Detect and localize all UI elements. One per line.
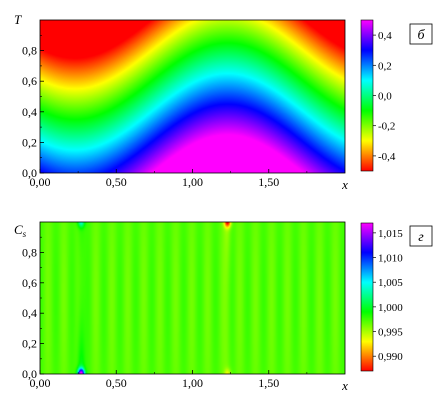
colorbar-tick-label-concentration: 0,990	[378, 351, 403, 363]
x-tick-label-concentration: 0,00	[30, 376, 51, 390]
x-tick-label-temperature: 0,00	[30, 175, 51, 189]
y-tick-label-temperature: 0,2	[22, 135, 37, 149]
axes-concentration: 0,00 0,50 1,00 1,50 0,0 0,2 0,4 0,6 0,8	[22, 236, 308, 390]
axes-temperature: 0,00 0,50 1,00 1,50 0,0 0,2 0,4 0,6 0,8	[22, 34, 308, 189]
colorbar-tick-label-concentration: 1,005	[378, 277, 403, 289]
colorbar-tick-label-temperature: 0,2	[378, 60, 392, 72]
xlabel-concentration: x	[341, 378, 348, 393]
colorbar-tick-label-concentration: 1,010	[378, 253, 403, 265]
colorbar-ticks-temperature: 0,4 0,2 0,0 -0,2 -0,4	[373, 30, 396, 163]
colorbar-ticks-concentration: 1,015 1,010 1,005 1,000 0,995 0,990	[373, 228, 403, 363]
x-tick-label-concentration: 0,50	[106, 376, 127, 390]
colorbar-tick-label-temperature: -0,4	[378, 151, 396, 163]
colorbar-temperature	[361, 20, 373, 171]
y-tick-label-concentration: 0,2	[22, 337, 37, 351]
y-tick-label-concentration: 0,4	[22, 306, 37, 320]
colorbar-tick-label-concentration: 0,995	[378, 327, 403, 339]
heatmap-temperature	[40, 20, 345, 173]
colorbar-tick-label-concentration: 1,000	[378, 302, 403, 314]
ylabel-concentration: Cs	[14, 222, 27, 239]
y-tick-label-temperature: 0,6	[22, 74, 37, 88]
panel-temperature: 0,00 0,50 1,00 1,500,00,20,40,60,8 T x 0,40…	[14, 12, 433, 192]
y-tick-label-temperature: 0,8	[22, 44, 37, 58]
colorbar-tick-label-temperature: -0,2	[378, 121, 395, 133]
colorbar-tick-label-concentration: 1,015	[378, 228, 403, 240]
xlabel-temperature: x	[341, 177, 348, 192]
colorbar-tick-label-temperature: 0,4	[378, 30, 392, 42]
ylabel-temperature: T	[14, 12, 22, 27]
panel-label-box-concentration	[409, 225, 433, 247]
y-tick-label-temperature: 0,0	[22, 166, 37, 180]
x-tick-label-temperature: 1,50	[258, 175, 279, 189]
y-tick-label-temperature: 0,4	[22, 105, 37, 119]
panel-label-temperature: б	[417, 28, 425, 43]
colorbar-concentration	[361, 223, 373, 371]
x-tick-label-concentration: 1,00	[182, 376, 203, 390]
panel-label-box-temperature	[409, 23, 433, 45]
x-tick-label-temperature: 1,00	[182, 175, 203, 189]
panel-label-concentration: г	[418, 230, 424, 245]
y-tick-label-concentration: 0,6	[22, 276, 37, 290]
colorbar-tick-label-temperature: 0,0	[378, 91, 392, 103]
colorbar-frame-concentration	[360, 222, 374, 372]
x-tick-label-temperature: 0,50	[106, 175, 127, 189]
y-tick-label-concentration: 0,0	[22, 367, 37, 381]
panel-concentration: 0,00 0,50 1,00 1,50 0,0 0,2 0,4 0,6 0,8 Cs x 1,0…	[14, 221, 433, 393]
y-tick-label-concentration: 0,8	[22, 245, 37, 259]
x-tick-label-concentration: 1,50	[258, 376, 279, 390]
heatmap-concentration	[40, 222, 345, 374]
